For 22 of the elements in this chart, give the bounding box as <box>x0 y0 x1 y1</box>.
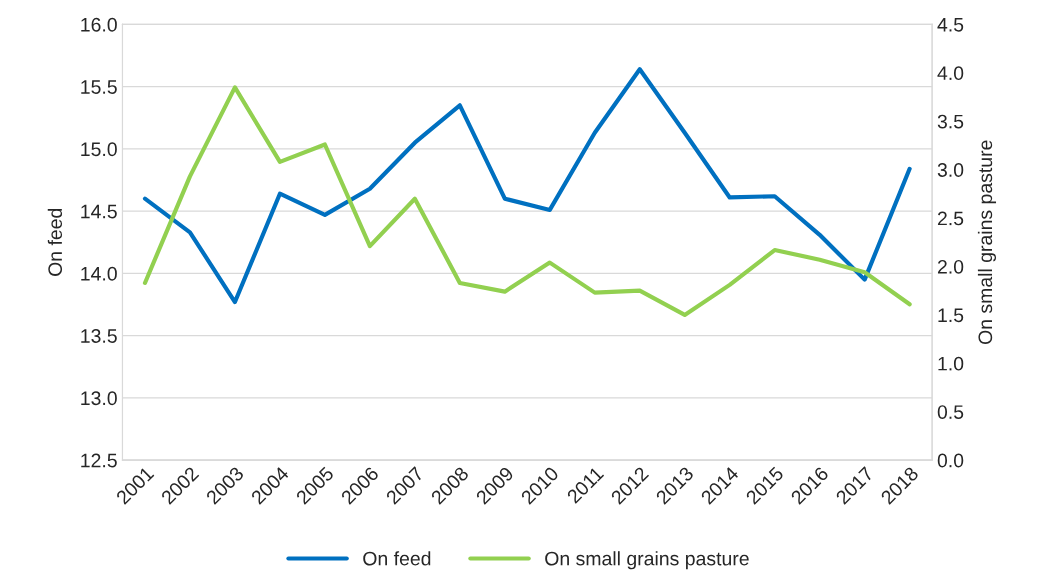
y2-tick-label: 4.0 <box>937 66 964 81</box>
y2-tick-label: 1.0 <box>938 356 964 371</box>
y-tick-label: 16.0 <box>81 17 117 32</box>
y2-tick-label: 0.0 <box>937 453 964 468</box>
y-tick-label: 13.5 <box>81 329 117 343</box>
y2-axis-title: On small grains pasture <box>977 140 997 345</box>
y2-tick-label: 3.5 <box>937 114 964 129</box>
y2-tick-label: 2.0 <box>937 259 964 274</box>
y2-tick-label: 0.5 <box>937 405 964 419</box>
y-tick-label: 12.5 <box>81 453 117 468</box>
y2-tick-label: 2.5 <box>937 211 964 226</box>
y-tick-label: 15.0 <box>81 142 117 157</box>
y2-tick-label: 3.0 <box>937 163 964 177</box>
legend-label: On feed <box>363 551 431 566</box>
y-tick-label: 14.0 <box>81 266 117 281</box>
y2-tick-label: 4.5 <box>937 18 964 32</box>
y-tick-label: 13.0 <box>81 391 117 406</box>
y-axis-title: On feed <box>47 208 63 276</box>
y2-tick-label: 1.5 <box>938 308 964 323</box>
legend-label: On small grains pasture <box>545 551 749 570</box>
y-tick-label: 15.5 <box>81 80 117 94</box>
y-tick-label: 14.5 <box>81 204 117 219</box>
